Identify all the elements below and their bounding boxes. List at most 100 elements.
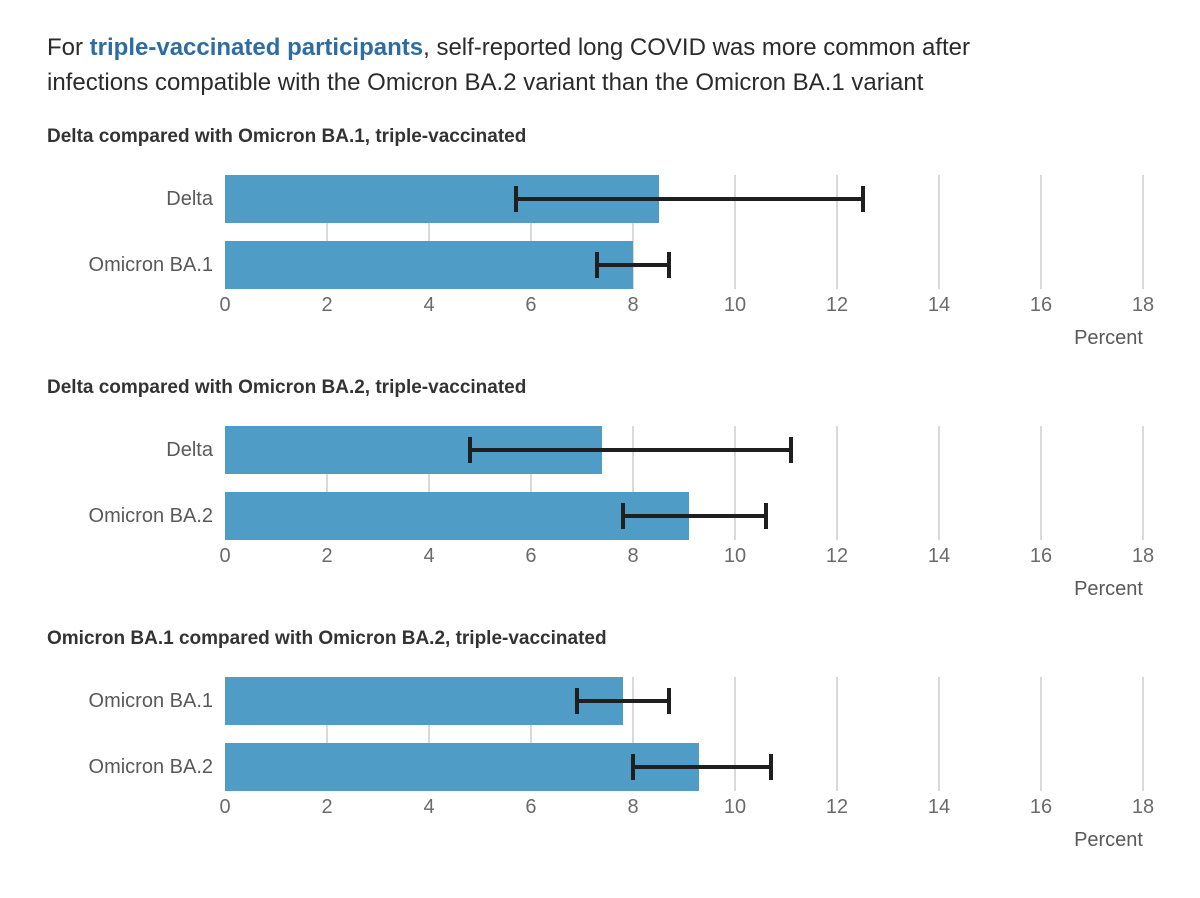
error-bar: [515, 197, 863, 201]
category-label: Omicron BA.1: [88, 254, 213, 276]
axis-title: Percent: [1074, 578, 1143, 600]
error-bar-cap: [574, 688, 579, 714]
axis-tick-label: 0: [219, 294, 231, 316]
figure-title-line2: infections compatible with the Omicron B…: [47, 69, 924, 96]
axis-title: Percent: [1074, 327, 1143, 349]
axis-tick-label: 8: [627, 545, 639, 567]
figure-title-rest: , self-reported long COVID was more comm…: [423, 34, 970, 61]
axis-tick-label: 14: [927, 545, 951, 567]
x-axis: 0 2 4 6 8 10 12 14 16 18: [219, 796, 1154, 820]
error-bar-cap: [789, 437, 794, 463]
gridline: [1040, 175, 1042, 289]
gridline: [428, 677, 430, 791]
axis-tick-label: 14: [927, 294, 951, 316]
category-label: Delta: [166, 188, 213, 210]
axis-tick-label: 10: [723, 294, 747, 316]
chart-panel: Delta compared with Omicron BA.1, triple…: [47, 126, 1154, 350]
gridline: [1142, 175, 1144, 289]
gridline: [938, 175, 940, 289]
axis-tick-label: 18: [1131, 796, 1155, 818]
gridline: [632, 175, 634, 289]
gridline: [632, 677, 634, 791]
category-labels: Omicron BA.1 Omicron BA.2: [47, 677, 225, 791]
chart-subtitle: Delta compared with Omicron BA.1, triple…: [47, 126, 527, 147]
error-bar: [622, 514, 766, 518]
error-bar-cap: [860, 186, 865, 212]
chart-panel: Omicron BA.1 compared with Omicron BA.2,…: [47, 628, 1154, 852]
axis-tick-label: 8: [627, 796, 639, 818]
category-label: Omicron BA.2: [88, 505, 213, 527]
gridline: [529, 175, 532, 289]
gridline: [734, 175, 736, 289]
axis-tick-label: 16: [1029, 796, 1053, 818]
axis-tick-label: 6: [525, 545, 537, 567]
category-label: Omicron BA.2: [88, 756, 213, 778]
gridline: [529, 677, 532, 791]
chart-panel: Delta compared with Omicron BA.2, triple…: [47, 377, 1154, 601]
figure-title-highlight: triple-vaccinated participants: [89, 34, 424, 61]
category-labels: Delta Omicron BA.2: [47, 426, 225, 540]
bar: [225, 743, 700, 791]
gridline: [835, 677, 838, 791]
axis-tick-label: 16: [1029, 294, 1053, 316]
bar: [225, 241, 633, 289]
gridline: [529, 426, 532, 540]
axis-tick-label: 2: [321, 294, 333, 316]
error-bar-cap: [666, 252, 671, 278]
figure: For triple-vaccinated participants, self…: [47, 34, 1154, 852]
error-bar-cap: [513, 186, 518, 212]
error-bar-cap: [630, 754, 635, 780]
category-label: Delta: [166, 439, 213, 461]
category-labels: Delta Omicron BA.1: [47, 175, 225, 289]
figure-title-prefix: For: [47, 34, 90, 61]
gridline: [326, 175, 328, 289]
axis-tick-label: 4: [423, 796, 435, 818]
gridline: [734, 677, 736, 791]
gridline: [326, 426, 328, 540]
axis-tick-label: 0: [219, 796, 231, 818]
axis-tick-label: 14: [927, 796, 951, 818]
axis-tick-label: 6: [525, 796, 537, 818]
gridline: [1040, 677, 1042, 791]
category-label: Omicron BA.1: [88, 690, 213, 712]
axis-title: Percent: [1074, 829, 1143, 851]
axis-tick-label: 4: [423, 294, 435, 316]
chart-panels: Delta compared with Omicron BA.1, triple…: [47, 126, 1154, 852]
gridline: [428, 426, 430, 540]
plot-area: [225, 677, 1144, 791]
gridline: [1142, 677, 1144, 791]
axis-tick-label: 12: [825, 796, 849, 818]
axis-tick-label: 12: [825, 545, 849, 567]
error-bar-cap: [467, 437, 472, 463]
axis-tick-label: 6: [525, 294, 537, 316]
axis-tick-label: 0: [219, 545, 231, 567]
gridline: [835, 426, 838, 540]
axis-tick-label: 10: [723, 796, 747, 818]
error-bar: [597, 263, 669, 267]
axis-tick-label: 2: [321, 796, 333, 818]
gridline: [326, 677, 328, 791]
gridline: [938, 677, 940, 791]
axis-tick-label: 18: [1131, 294, 1155, 316]
error-bar-cap: [620, 503, 625, 529]
axis-tick-label: 4: [423, 545, 435, 567]
chart-subtitle: Omicron BA.1 compared with Omicron BA.2,…: [47, 628, 607, 649]
chart-subtitle: Delta compared with Omicron BA.2, triple…: [47, 377, 527, 398]
error-bar-cap: [666, 688, 671, 714]
error-bar-cap: [763, 503, 768, 529]
gridline: [632, 426, 634, 540]
axis-tick-label: 8: [627, 294, 639, 316]
gridline: [734, 426, 736, 540]
error-bar: [576, 699, 669, 703]
error-bar-cap: [595, 252, 600, 278]
chart-area: Omicron BA.1 Omicron BA.2: [47, 677, 1144, 791]
gridline: [1040, 426, 1042, 540]
gridline: [938, 426, 940, 540]
axis-tick-label: 2: [321, 545, 333, 567]
error-bar: [633, 765, 771, 769]
bar: [225, 677, 623, 725]
error-bar-cap: [768, 754, 773, 780]
gridline: [1142, 426, 1144, 540]
plot-area: [225, 426, 1144, 540]
axis-tick-label: 18: [1131, 545, 1155, 567]
